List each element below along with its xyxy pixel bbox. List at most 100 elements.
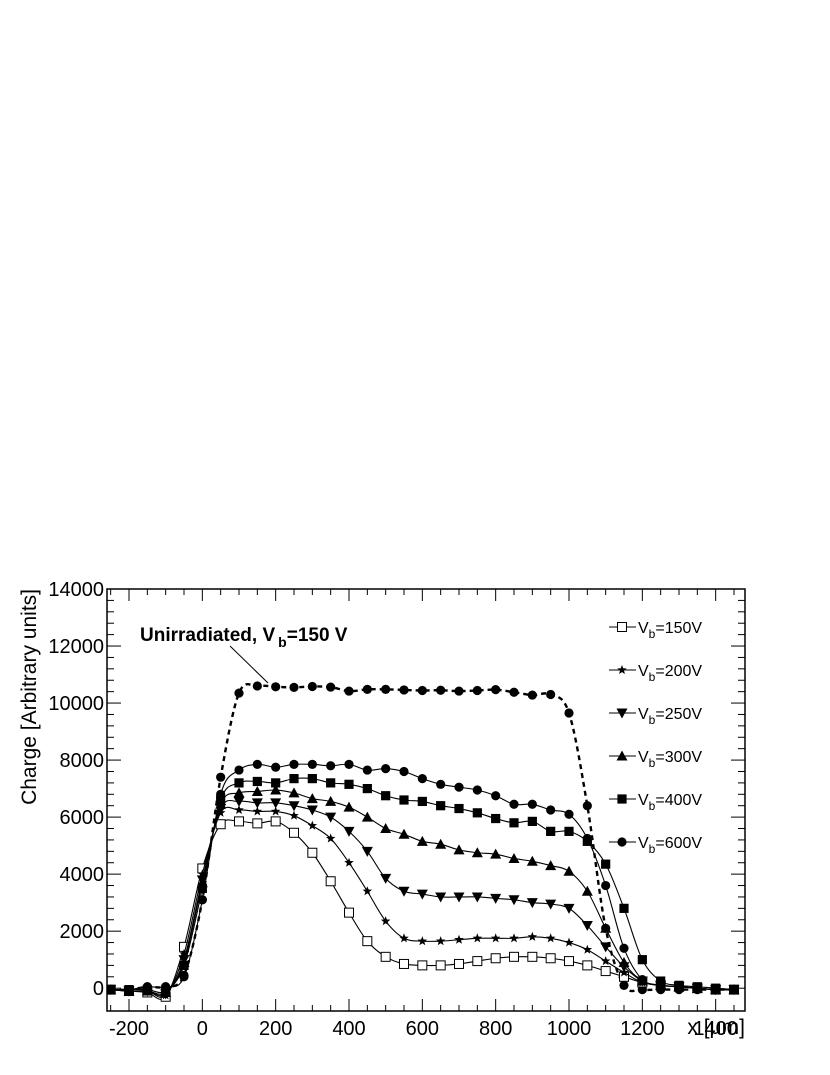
data-point-vb250 [526,898,538,909]
y-tick-label: 12000 [48,636,104,658]
data-point-unirradiated [271,682,281,692]
data-point-vb400 [234,778,244,788]
data-point-vb250 [453,892,465,903]
data-point-vb200 [362,886,373,896]
data-point-unirradiated [619,980,629,990]
data-point-vb250 [380,873,392,884]
data-point-vb600 [307,759,317,769]
data-point-vb250 [398,886,410,897]
data-point-vb250 [545,899,557,910]
data-point-vb200 [270,806,281,816]
data-point-vb600 [271,762,281,772]
legend-label-main: V [638,620,649,637]
data-point-vb600 [711,985,721,995]
data-point-vb250 [600,942,612,953]
data-point-vb300 [581,885,593,896]
legend-label: Vb=600V [638,835,702,856]
data-point-vb200 [564,937,574,947]
data-point-vb250 [325,812,337,823]
data-point-vb400 [491,813,501,824]
data-point-vb150 [564,956,574,967]
data-point-vb150 [234,816,244,827]
data-point-vb250 [435,892,447,903]
data-point-vb300 [233,787,245,798]
data-point-vb300 [343,801,355,812]
data-point-vb400 [637,955,647,965]
legend-label-sub: b [649,799,656,813]
data-point-unirradiated [381,684,391,694]
data-point-vb600 [197,895,207,905]
data-point-vb200 [380,916,391,926]
data-point-vb600 [527,799,537,809]
legend-entry-vb150: Vb=150V [609,620,702,641]
legend-marker [617,665,627,675]
data-point-vb600 [234,765,244,775]
data-point-unirradiated [344,686,354,696]
data-point-unirradiated [564,708,574,718]
data-point-vb200 [582,944,593,954]
series-vb150 [107,816,739,1002]
data-point-vb200 [399,933,409,943]
data-point-vb150 [417,960,428,971]
data-point-vb600 [436,779,446,789]
data-point-unirradiated [216,772,226,782]
x-tick-label: 200 [259,1018,292,1040]
data-point-vb250 [343,826,355,837]
data-point-vb250 [306,805,318,816]
legend-marker [616,750,628,761]
data-point-vb150 [490,953,501,964]
data-point-unirradiated [399,685,409,695]
data-point-vb300 [325,795,337,806]
data-point-vb150 [435,960,446,971]
legend-label-main: V [638,749,649,766]
legend-label-tail: =300V [655,749,702,766]
data-point-vb600 [216,789,226,799]
x-tick-label: 1200 [620,1018,665,1040]
data-point-vb250 [270,798,282,809]
data-point-unirradiated [527,690,537,700]
data-point-vb250 [288,801,300,812]
data-point-vb200 [325,833,336,843]
data-point-vb200 [307,820,318,830]
data-point-vb600 [509,799,519,809]
data-point-vb400 [271,778,281,788]
data-point-vb150 [527,951,538,962]
data-point-unirradiated [307,681,317,692]
y-tick-label: 0 [93,978,104,1000]
data-point-vb150 [545,953,556,964]
legend-marker [617,837,627,847]
data-point-vb400 [216,795,226,805]
data-point-vb600 [161,982,171,992]
legend-label-tail: =150V [655,620,702,637]
data-point-vb250 [581,920,593,931]
data-point-vb200 [252,806,263,816]
data-point-vb200 [417,936,428,946]
legend-entry-vb600: Vb=600V [609,835,702,856]
data-point-vb250 [416,889,428,900]
data-point-vb300 [435,838,447,849]
data-point-vb300 [618,957,630,968]
data-point-vb150 [344,907,354,918]
data-point-vb150 [252,818,263,829]
data-point-vb200 [490,933,501,943]
data-point-vb400 [179,960,189,970]
data-point-vb300 [453,844,465,855]
data-point-vb300 [416,835,428,846]
data-point-vb600 [142,982,152,992]
data-point-vb300 [398,828,410,839]
data-point-vb400 [289,774,299,784]
data-point-vb400 [399,795,409,805]
data-point-vb300 [471,847,483,858]
data-point-vb600 [729,985,739,995]
data-point-unirradiated [289,682,299,692]
data-point-vb400 [619,903,629,913]
data-point-vb400 [454,803,464,814]
series-vb600 [107,759,739,995]
data-point-vb600 [289,759,299,769]
data-point-unirradiated [326,682,336,692]
data-point-vb400 [472,808,482,818]
data-point-vb150 [454,958,464,969]
axis-tick-labels: -200 0 200 400 600 800 1000 1200 140002000400060… [48,579,738,1040]
